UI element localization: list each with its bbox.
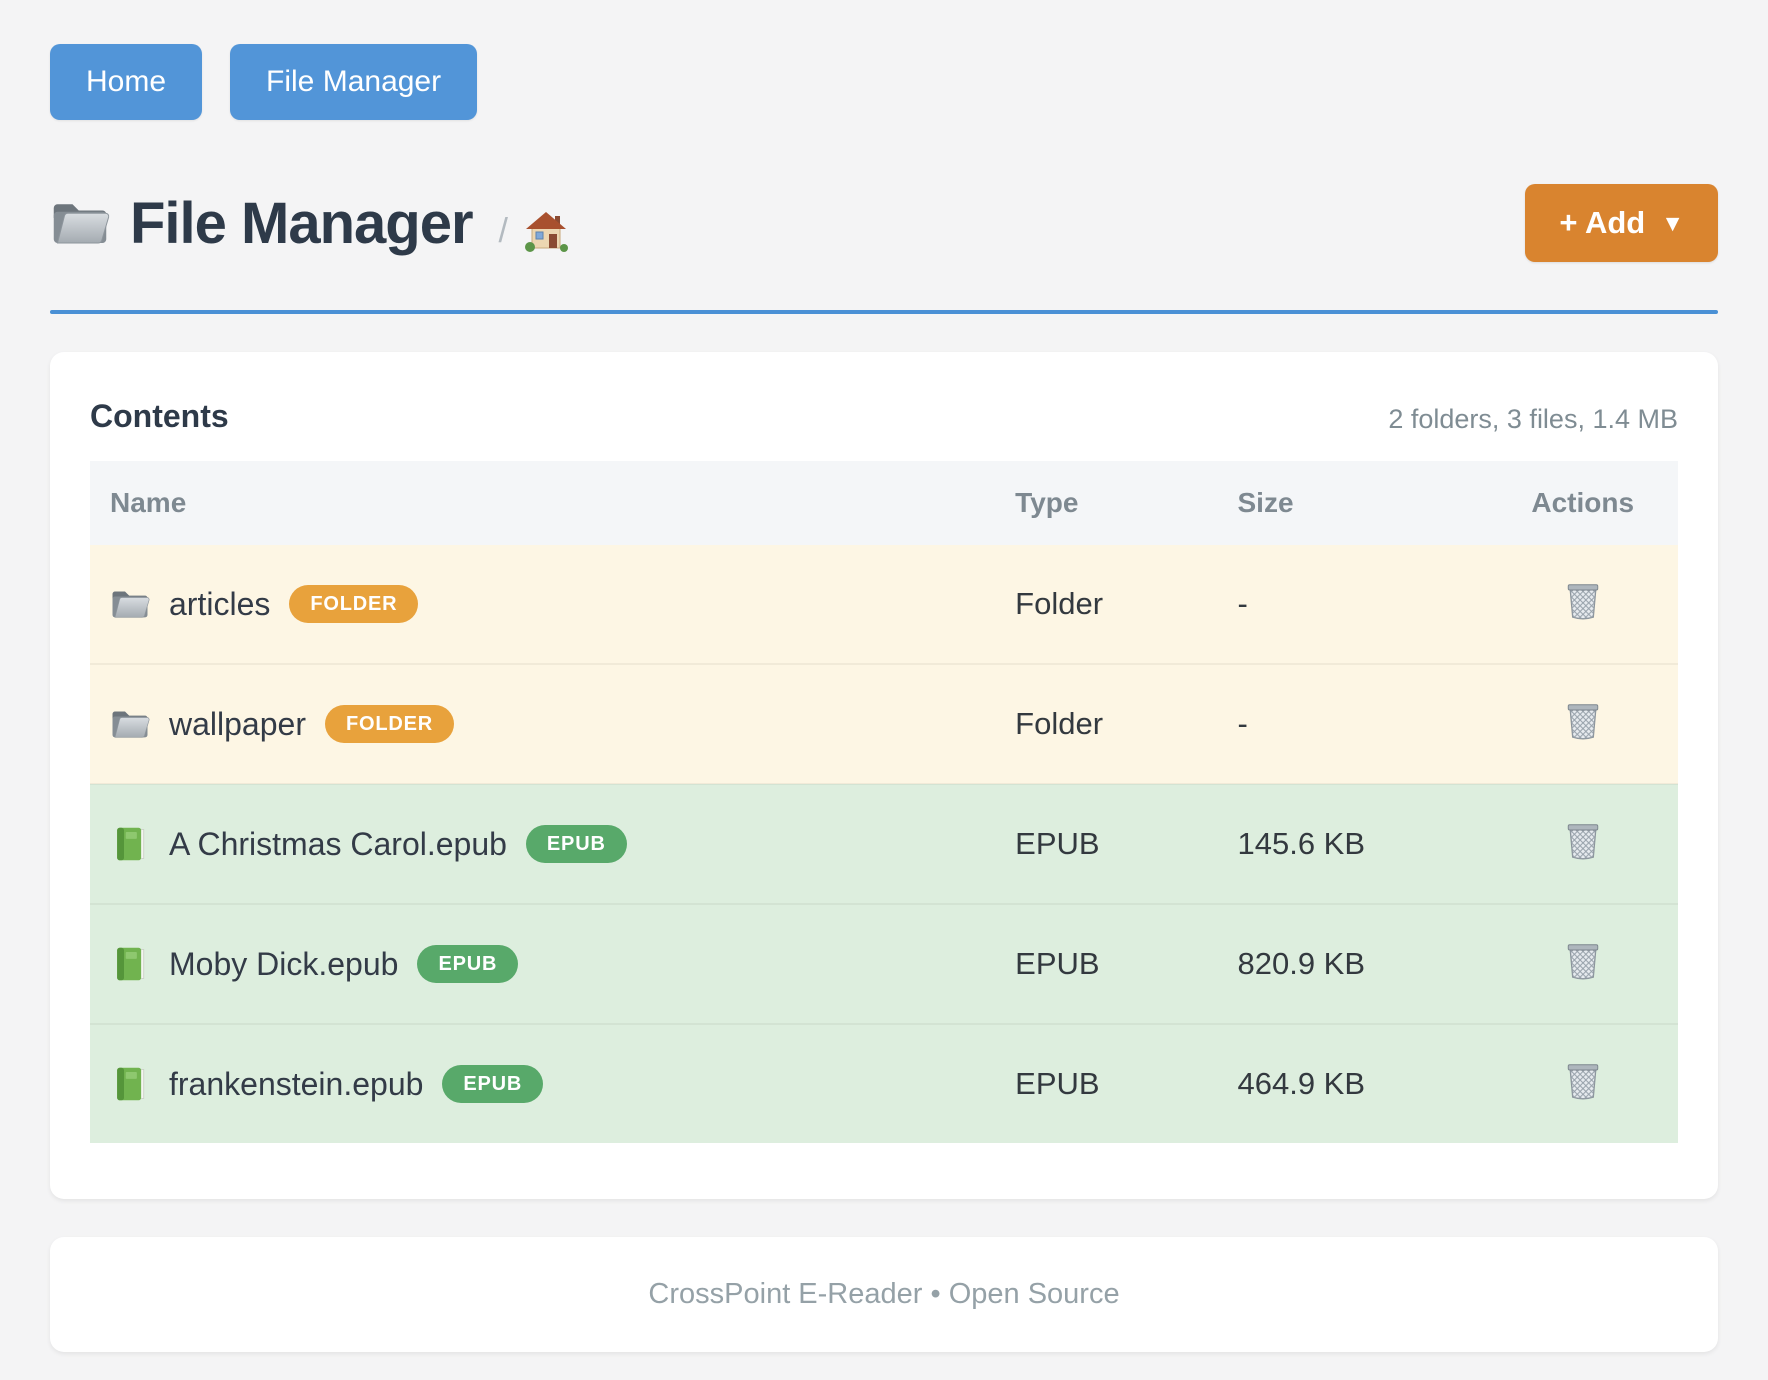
name-cell: A Christmas Carol.epub EPUB [90,783,996,904]
breadcrumb-separator: / [498,211,508,250]
actions-cell [1487,663,1678,784]
type-cell: EPUB [995,903,1218,1024]
table-row: frankenstein.epub EPUB EPUB 464.9 KB [90,1023,1678,1143]
title-divider [50,310,1718,314]
type-cell: Folder [995,663,1218,784]
book-icon [110,946,150,982]
contents-card: Contents 2 folders, 3 files, 1.4 MB Name… [50,352,1718,1199]
book-icon [110,1066,150,1102]
type-cell: EPUB [995,1023,1218,1143]
nav-file-manager-button[interactable]: File Manager [230,44,478,120]
contents-title: Contents [90,398,229,434]
top-navigation: Home File Manager [50,0,1718,120]
add-button-label: + Add [1559,205,1646,240]
delete-button[interactable] [1565,940,1601,980]
delete-button[interactable] [1565,1060,1601,1100]
file-name[interactable]: frankenstein.epub [169,1065,424,1102]
size-cell: 464.9 KB [1217,1023,1488,1143]
epub-badge: EPUB [442,1065,544,1103]
epub-badge: EPUB [525,825,627,863]
name-cell: articles FOLDER [90,545,995,664]
add-button[interactable]: + Add ▼ [1525,184,1718,262]
actions-cell [1487,545,1678,664]
actions-cell [1487,1023,1678,1143]
footer-text: CrossPoint E-Reader • Open Source [648,1278,1120,1310]
title-group: File Manager / [50,190,568,257]
column-header-size: Size [1217,461,1488,545]
folder-badge: FOLDER [324,705,454,743]
folder-icon [50,197,110,249]
folder-icon [110,706,150,742]
trash-icon [1565,580,1601,620]
name-cell: Moby Dick.epub EPUB [90,903,996,1024]
file-name[interactable]: Moby Dick.epub [169,945,399,982]
size-cell: - [1237,586,1248,621]
size-cell: 145.6 KB [1217,783,1488,904]
trash-icon [1565,700,1601,740]
trash-icon [1565,820,1601,860]
table-row: A Christmas Carol.epub EPUB EPUB 145.6 K… [90,783,1678,904]
column-header-name: Name [90,461,996,545]
nav-home-button[interactable]: Home [50,44,203,120]
delete-button[interactable] [1565,580,1601,620]
folder-icon [110,586,150,622]
contents-card-header: Contents 2 folders, 3 files, 1.4 MB [90,398,1678,435]
page-title: File Manager [130,190,474,256]
footer: CrossPoint E-Reader • Open Source [50,1237,1718,1352]
actions-cell [1487,903,1678,1024]
delete-button[interactable] [1565,820,1601,860]
book-icon [110,826,150,862]
caret-down-icon: ▼ [1661,209,1684,236]
type-cell: EPUB [995,783,1218,904]
table-row: Moby Dick.epub EPUB EPUB 820.9 KB [90,903,1678,1024]
size-cell: - [1217,663,1488,784]
column-header-actions: Actions [1487,461,1678,545]
delete-button[interactable] [1565,700,1601,740]
type-cell: Folder [1015,586,1104,621]
file-name[interactable]: wallpaper [169,705,306,742]
name-cell: wallpaper FOLDER [90,663,996,784]
trash-icon [1565,940,1601,980]
contents-summary: 2 folders, 3 files, 1.4 MB [1388,404,1678,434]
breadcrumb: / [499,210,568,252]
trash-icon [1565,1060,1601,1100]
file-table: Name Type Size Actions articles FOLDER [90,461,1678,1143]
actions-cell [1487,783,1678,904]
file-name[interactable]: articles [169,585,271,622]
name-cell: frankenstein.epub EPUB [90,1023,996,1143]
folder-badge: FOLDER [289,585,419,623]
column-header-type: Type [995,461,1218,545]
file-table-header: Name Type Size Actions [90,461,1678,545]
file-name[interactable]: A Christmas Carol.epub [169,825,507,862]
page-header: File Manager / + Add ▼ [50,184,1718,262]
epub-badge: EPUB [417,945,519,983]
size-cell: 820.9 KB [1217,903,1488,1024]
table-row: articles FOLDER Folder - [90,545,1678,664]
house-icon[interactable] [524,210,568,252]
table-row: wallpaper FOLDER Folder - [90,663,1678,784]
